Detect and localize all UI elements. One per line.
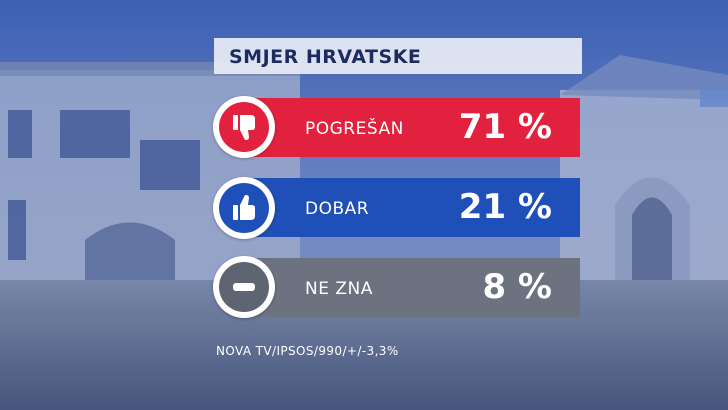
bar-dobar: DOBAR 21 %	[250, 178, 580, 237]
thumbs-down-icon	[213, 96, 275, 158]
bar-label: POGREŠAN	[305, 119, 404, 139]
thumbs-up-icon	[213, 177, 275, 239]
data-label: 21 %	[458, 187, 552, 227]
chart-title-box: SMJER HRVATSKE	[214, 38, 582, 74]
minus-icon	[213, 256, 275, 318]
bar-pogresan: POGREŠAN 71 %	[250, 98, 580, 157]
data-label: 8 %	[482, 267, 552, 307]
source-note: NOVA TV/IPSOS/990/+/-3,3%	[216, 344, 399, 358]
chart-title: SMJER HRVATSKE	[229, 46, 422, 68]
data-label: 71 %	[458, 107, 552, 147]
bar-ne-zna: NE ZNA 8 %	[250, 258, 580, 317]
bar-label: DOBAR	[305, 199, 370, 219]
bar-label: NE ZNA	[305, 279, 373, 299]
